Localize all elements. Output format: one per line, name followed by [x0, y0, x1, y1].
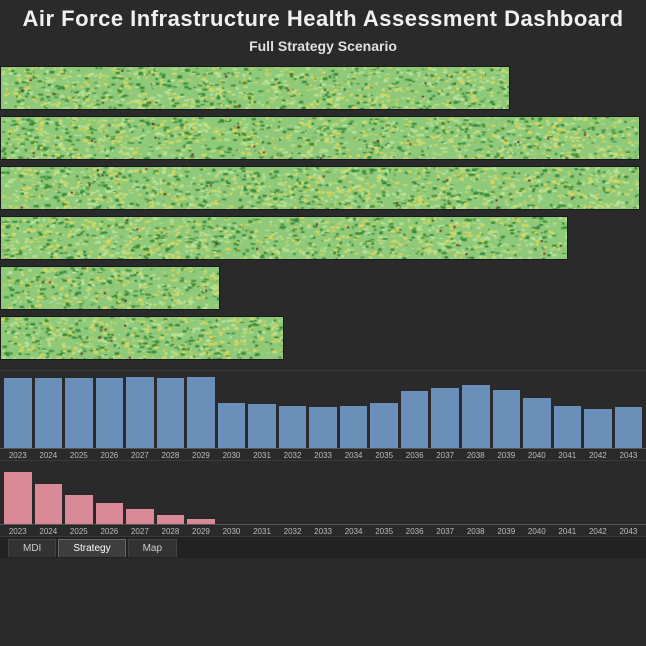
pink-xlabel: 2033 [309, 527, 337, 536]
blue-chart-panel: 2023202420252026202720282029203020312032… [0, 370, 646, 460]
pink-bar [4, 472, 32, 524]
heatmap-bar [0, 116, 640, 160]
heatmap-bar [0, 166, 640, 210]
pink-xlabel: 2039 [493, 527, 521, 536]
pink-xlabel: 2036 [401, 527, 429, 536]
tab-mdi[interactable]: MDI [8, 539, 56, 557]
blue-bar [126, 377, 154, 448]
heatmap-bar [0, 216, 568, 260]
dashboard-root: Air Force Infrastructure Health Assessme… [0, 0, 646, 646]
blue-bar [523, 398, 551, 448]
blue-xlabel: 2026 [96, 451, 124, 460]
blue-bar [65, 378, 93, 448]
blue-bars-area [0, 375, 646, 449]
pink-bar-chart: 2023202420252026202720282029203020312032… [0, 465, 646, 536]
heatmap-row [0, 216, 646, 260]
blue-bar [462, 385, 490, 448]
blue-bar [584, 409, 612, 448]
pink-xlabel: 2042 [584, 527, 612, 536]
blue-bar [218, 403, 246, 448]
pink-bar [187, 519, 215, 524]
blue-xlabel: 2024 [35, 451, 63, 460]
pink-bar [35, 484, 63, 524]
blue-bar [96, 378, 124, 448]
blue-bar [401, 391, 429, 448]
blue-xlabel: 2037 [431, 451, 459, 460]
page-title: Air Force Infrastructure Health Assessme… [0, 6, 646, 32]
blue-bar [493, 390, 521, 448]
blue-xlabel: 2023 [4, 451, 32, 460]
heatmap-panel [0, 62, 646, 370]
pink-xlabel: 2035 [370, 527, 398, 536]
heatmap-bar [0, 316, 284, 360]
heatmap-row [0, 166, 646, 210]
blue-xlabel: 2035 [370, 451, 398, 460]
pink-xlabel: 2027 [126, 527, 154, 536]
blue-bar [615, 407, 643, 448]
blue-xlabel: 2042 [584, 451, 612, 460]
blue-bar [370, 403, 398, 448]
page-subtitle: Full Strategy Scenario [0, 38, 646, 54]
blue-xlabel: 2029 [187, 451, 215, 460]
pink-bar [157, 515, 185, 524]
pink-xlabel: 2034 [340, 527, 368, 536]
blue-bar [340, 406, 368, 448]
blue-xlabel: 2043 [615, 451, 643, 460]
pink-bar [96, 503, 124, 524]
blue-bar [157, 378, 185, 448]
pink-xlabel: 2029 [187, 527, 215, 536]
blue-xlabel: 2041 [554, 451, 582, 460]
blue-xlabel: 2038 [462, 451, 490, 460]
pink-xlabel: 2025 [65, 527, 93, 536]
blue-bar [309, 407, 337, 448]
pink-xlabel: 2026 [96, 527, 124, 536]
blue-xlabel: 2028 [157, 451, 185, 460]
blue-bar [35, 378, 63, 448]
blue-bar [4, 378, 32, 448]
heatmap-bar [0, 266, 220, 310]
blue-xlabel: 2040 [523, 451, 551, 460]
pink-xlabel: 2023 [4, 527, 32, 536]
pink-xlabel: 2043 [615, 527, 643, 536]
heatmap-row [0, 266, 646, 310]
blue-xlabel: 2036 [401, 451, 429, 460]
blue-xlabel: 2033 [309, 451, 337, 460]
blue-bar-chart: 2023202420252026202720282029203020312032… [0, 375, 646, 460]
heatmap-row [0, 66, 646, 110]
tab-strategy[interactable]: Strategy [58, 539, 125, 557]
blue-bar [431, 388, 459, 448]
pink-xaxis: 2023202420252026202720282029203020312032… [0, 525, 646, 536]
blue-xlabel: 2039 [493, 451, 521, 460]
pink-xlabel: 2040 [523, 527, 551, 536]
pink-xlabel: 2037 [431, 527, 459, 536]
blue-xlabel: 2030 [218, 451, 246, 460]
blue-bar [248, 404, 276, 448]
blue-xlabel: 2025 [65, 451, 93, 460]
pink-xlabel: 2030 [218, 527, 246, 536]
pink-xlabel: 2031 [248, 527, 276, 536]
blue-xlabel: 2032 [279, 451, 307, 460]
pink-xlabel: 2028 [157, 527, 185, 536]
heatmap-row [0, 316, 646, 360]
blue-bar [554, 406, 582, 448]
pink-xlabel: 2032 [279, 527, 307, 536]
pink-bar [65, 495, 93, 525]
blue-xlabel: 2034 [340, 451, 368, 460]
pink-bar [126, 509, 154, 524]
blue-bar [187, 377, 215, 448]
blue-bar [279, 406, 307, 448]
blue-xaxis: 2023202420252026202720282029203020312032… [0, 449, 646, 460]
pink-xlabel: 2041 [554, 527, 582, 536]
pink-xlabel: 2038 [462, 527, 490, 536]
tab-map[interactable]: Map [128, 539, 177, 557]
tabs-bar: MDIStrategyMap [0, 536, 646, 558]
pink-xlabel: 2024 [35, 527, 63, 536]
pink-bars-area [0, 465, 646, 525]
heatmap-row [0, 116, 646, 160]
blue-xlabel: 2027 [126, 451, 154, 460]
blue-xlabel: 2031 [248, 451, 276, 460]
heatmap-bar [0, 66, 510, 110]
pink-chart-panel: 2023202420252026202720282029203020312032… [0, 460, 646, 536]
